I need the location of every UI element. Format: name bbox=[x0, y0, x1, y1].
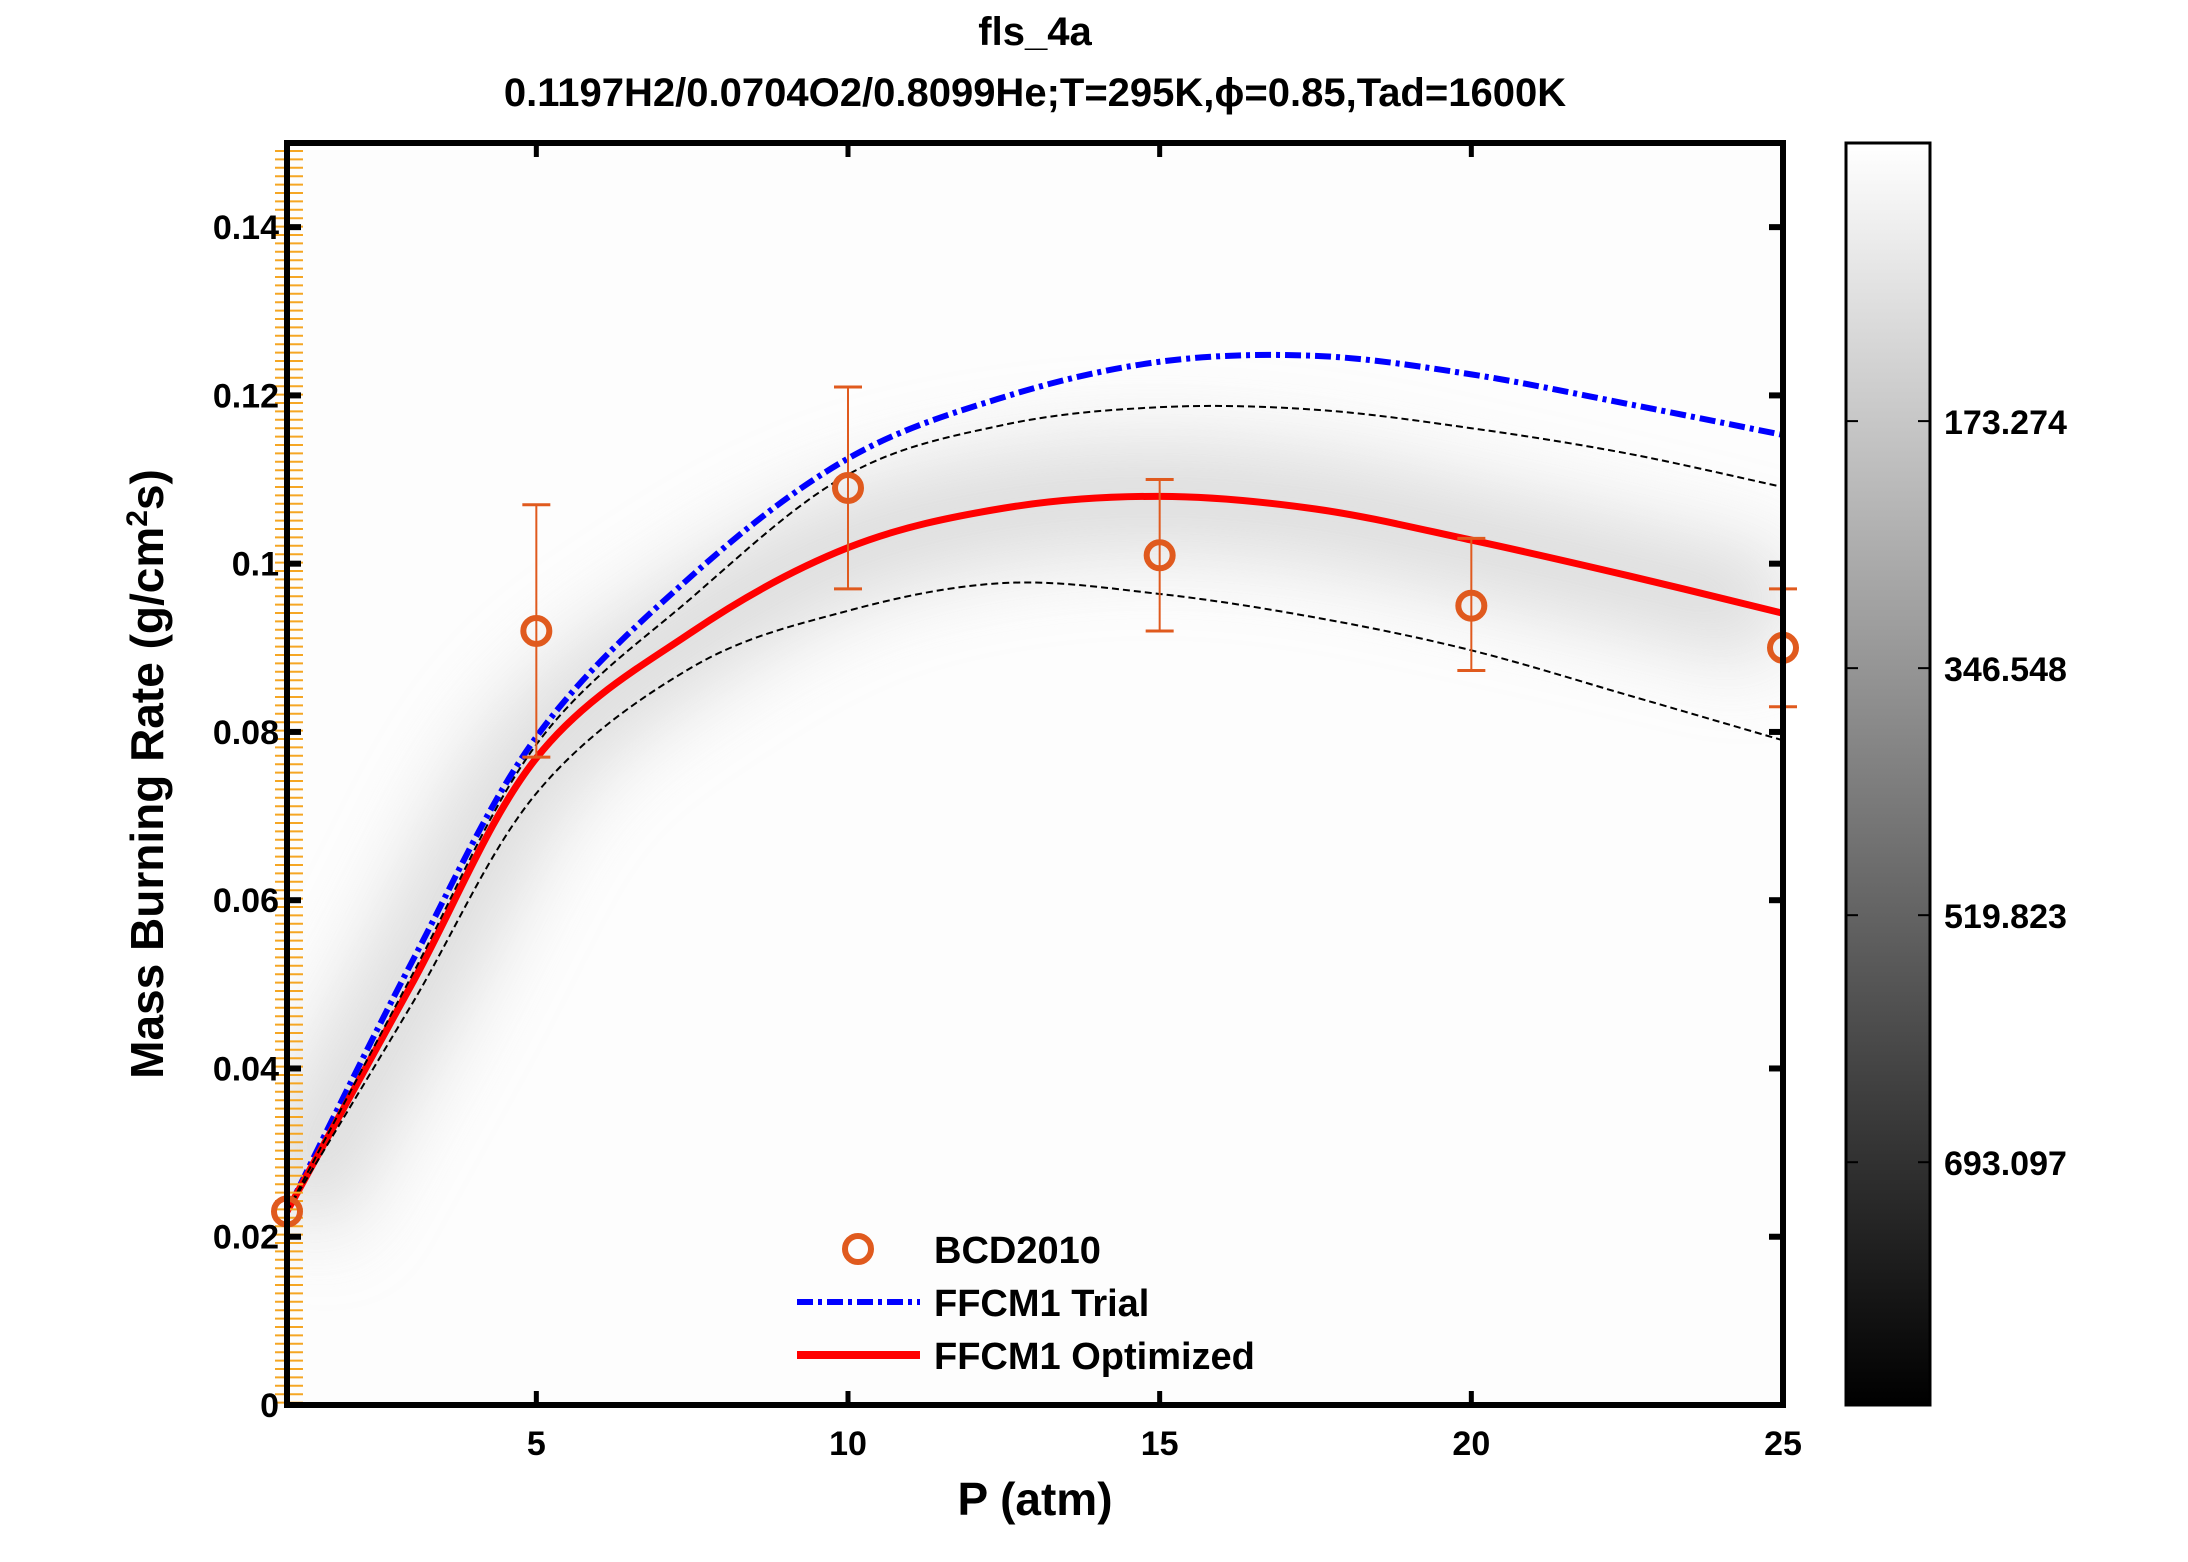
y-tick-label: 0.08 bbox=[213, 714, 279, 752]
colorbar-tick-label: 693.097 bbox=[1944, 1145, 2067, 1183]
upper-bound-line bbox=[287, 404, 1783, 1212]
y-tick-label: 0.06 bbox=[213, 882, 279, 920]
data-point-bcd2010 bbox=[1455, 589, 1488, 622]
colorbar-gradient bbox=[1844, 141, 1932, 1407]
y-axis-label-sup: 2 bbox=[121, 510, 154, 527]
y-tick-label: 0.04 bbox=[213, 1050, 279, 1088]
colorbar-tick-label: 346.548 bbox=[1944, 651, 2067, 689]
colorbar: 173.274 346.548 519.823 693.097 bbox=[1844, 141, 2067, 1407]
colorbar-tick-label: 173.274 bbox=[1944, 404, 2067, 442]
y-axis-label-end: s) bbox=[121, 469, 173, 510]
legend-marker-bcd2010 bbox=[842, 1233, 874, 1265]
y-tick-label: 0.12 bbox=[213, 377, 279, 415]
legend-label-ffcm1-optimized: FFCM1 Optimized bbox=[934, 1336, 1255, 1378]
legend-label-bcd2010: BCD2010 bbox=[934, 1230, 1101, 1272]
data-point-bcd2010 bbox=[1143, 539, 1176, 572]
y-axis-label: Mass Burning Rate (g/cm2s) bbox=[121, 469, 173, 1079]
x-tick-label: 25 bbox=[1764, 1425, 1802, 1463]
y-tick-label: 0 bbox=[260, 1387, 279, 1425]
x-tick-label: 10 bbox=[829, 1425, 867, 1463]
y-tick-label: 0.02 bbox=[213, 1219, 279, 1257]
chart-title: fls_4a bbox=[978, 10, 1092, 54]
ffcm1-trial-line bbox=[287, 351, 1783, 1213]
legend-label-ffcm1-trial: FFCM1 Trial bbox=[934, 1283, 1149, 1325]
data-point-bcd2010 bbox=[520, 614, 553, 647]
y-tick-label: 0.14 bbox=[213, 209, 279, 247]
y-axis-label-main: Mass Burning Rate (g/cm bbox=[121, 527, 173, 1079]
colorbar-tick-label: 519.823 bbox=[1944, 898, 2067, 936]
x-tick-label: 5 bbox=[527, 1425, 546, 1463]
axes-frame bbox=[284, 140, 1786, 1408]
axes: 5 10 15 20 25 0 0.02 0.04 0.06 0.08 0.1 0.12 0.14 bbox=[213, 140, 1802, 1463]
data-point-bcd2010 bbox=[832, 471, 864, 504]
y-tick-label: 0.1 bbox=[232, 546, 279, 584]
ffcm1-optimized-line bbox=[287, 492, 1783, 1214]
x-tick-label: 15 bbox=[1141, 1425, 1179, 1463]
plot-area bbox=[287, 143, 1783, 1405]
chart-subtitle: 0.1197H2/0.0704O2/0.8099He;T=295K,ϕ=0.85… bbox=[504, 71, 1566, 115]
lower-bound-line bbox=[287, 581, 1783, 1213]
legend: BCD2010 FFCM1 Trial FFCM1 Optimized bbox=[797, 1230, 1255, 1378]
x-tick-label: 20 bbox=[1452, 1425, 1490, 1463]
x-axis-label: P (atm) bbox=[957, 1473, 1112, 1525]
